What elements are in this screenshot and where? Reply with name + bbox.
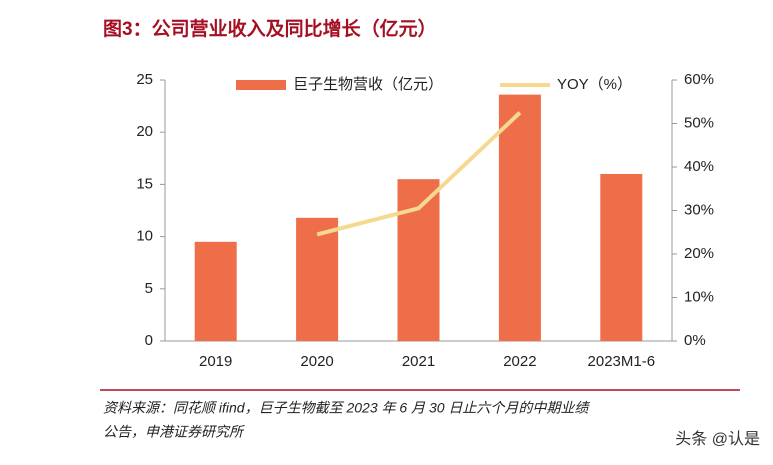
y2-tick-label: 40% [684, 158, 714, 175]
y2-tick-label: 30% [684, 201, 714, 218]
source-line: 公告，申港证券研究所 [103, 424, 245, 440]
x-tick-label: 2023M1-6 [588, 353, 656, 370]
source-line: 资料来源：同花顺 ifind，巨子生物截至 2023 年 6 月 30 日止六个… [103, 400, 590, 416]
bar [600, 173, 643, 341]
bar [397, 179, 440, 341]
legend-label: YOY（%） [557, 76, 632, 93]
x-tick-label: 2021 [402, 353, 435, 370]
legend-label: 巨子生物营收（亿元） [293, 76, 443, 93]
chart-title: 图3：公司营业收入及同比增长（亿元） [103, 17, 437, 40]
line [316, 111, 522, 237]
x-tick-label: 2020 [300, 353, 333, 370]
y-tick-label: 0 [145, 332, 153, 349]
y2-tick-label: 50% [684, 114, 714, 131]
x-tick-label: 2019 [199, 353, 232, 370]
y-tick-label: 5 [145, 280, 153, 297]
y2-tick-label: 60% [684, 71, 714, 88]
legend-swatch [236, 80, 286, 90]
y-tick-label: 10 [136, 228, 153, 245]
y-tick-label: 20 [136, 123, 153, 140]
bar [498, 94, 541, 341]
y2-tick-label: 0% [684, 332, 706, 349]
y-tick-label: 25 [136, 71, 153, 88]
y2-tick-label: 20% [684, 245, 714, 262]
bar [194, 241, 237, 341]
y-tick-label: 15 [136, 175, 153, 192]
watermark: 头条 @认是 [675, 430, 760, 448]
y2-tick-label: 10% [684, 288, 714, 305]
bar [296, 217, 339, 341]
x-tick-label: 2022 [503, 353, 536, 370]
